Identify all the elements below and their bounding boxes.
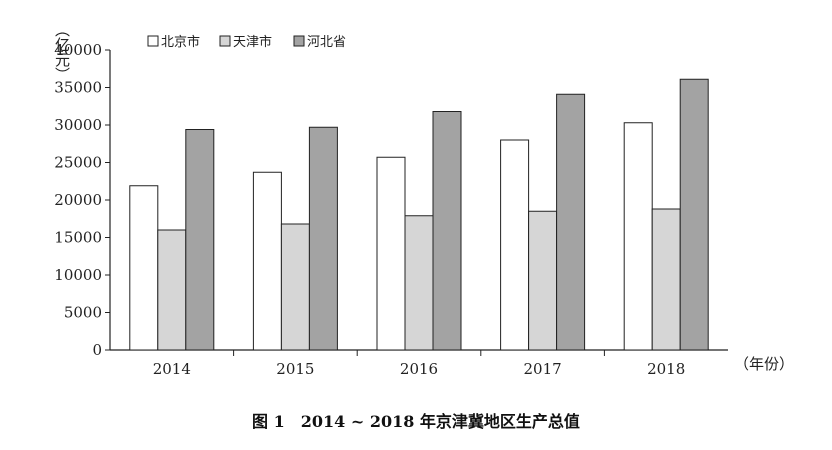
- bar: [157, 229, 187, 351]
- bar: [556, 93, 586, 351]
- bars: [129, 78, 709, 351]
- y-tick-label: 15000: [54, 229, 102, 247]
- bar: [280, 223, 310, 351]
- y-tick-label: 40000: [54, 41, 102, 59]
- x-axis: 2014 2015 2016 2017 2018: [110, 349, 728, 378]
- bar: [185, 129, 215, 351]
- bar: [623, 122, 653, 351]
- bar: [651, 208, 681, 351]
- bar: [308, 126, 338, 351]
- y-tick-label: 20000: [54, 191, 102, 209]
- bar: [376, 156, 406, 351]
- y-axis: 0 5000 10000 15000 20000 25000 30000 35000 40000: [54, 41, 111, 359]
- y-tick-label: 10000: [54, 266, 102, 284]
- bar: [528, 210, 558, 351]
- y-axis-label: （亿元）: [53, 22, 71, 82]
- legend-label: 河北省: [307, 35, 346, 50]
- y-tick-label: 35000: [54, 79, 102, 97]
- y-tick-label: 30000: [54, 116, 102, 134]
- y-tick-label: 25000: [54, 154, 102, 172]
- legend-swatch: [219, 35, 231, 47]
- bar: [129, 185, 159, 351]
- x-tick-label: 2017: [524, 360, 562, 378]
- x-tick-label: 2015: [276, 360, 314, 378]
- legend-swatch: [293, 35, 305, 47]
- legend: 北京市 天津市 河北省: [147, 34, 346, 50]
- legend-label: 北京市: [161, 34, 200, 50]
- y-tick-label: 0: [92, 341, 102, 359]
- bar: [679, 78, 709, 351]
- y-tick-label: 5000: [64, 304, 102, 322]
- bar: [500, 139, 530, 351]
- legend-label: 天津市: [233, 34, 272, 50]
- chart-caption: 图 1 2014 ~ 2018 年京津冀地区生产总值: [252, 412, 580, 431]
- x-tick-label: 2014: [153, 360, 191, 378]
- bar: [404, 215, 434, 351]
- legend-swatch: [147, 35, 159, 47]
- bar: [252, 171, 282, 351]
- bar: [432, 111, 462, 351]
- x-axis-label: （年份）: [734, 355, 794, 373]
- x-tick-label: 2016: [400, 360, 438, 378]
- x-tick-label: 2018: [647, 360, 685, 378]
